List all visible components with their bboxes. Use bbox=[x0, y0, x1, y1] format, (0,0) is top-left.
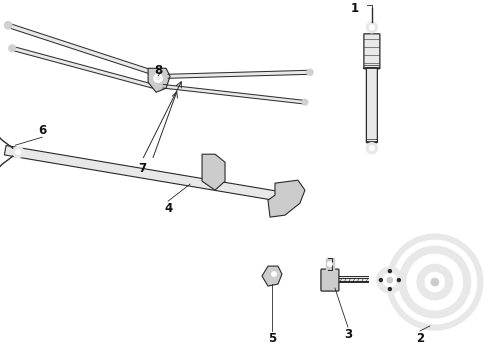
Circle shape bbox=[369, 25, 374, 30]
Circle shape bbox=[16, 150, 21, 155]
Text: 5: 5 bbox=[268, 332, 276, 345]
Circle shape bbox=[417, 264, 453, 300]
Polygon shape bbox=[336, 278, 368, 282]
Polygon shape bbox=[336, 276, 368, 282]
Circle shape bbox=[387, 277, 393, 283]
Circle shape bbox=[4, 22, 12, 29]
Circle shape bbox=[439, 301, 444, 306]
FancyBboxPatch shape bbox=[367, 68, 377, 143]
Polygon shape bbox=[326, 258, 334, 270]
Circle shape bbox=[307, 69, 313, 76]
Circle shape bbox=[389, 288, 392, 291]
Text: 6: 6 bbox=[38, 124, 47, 137]
Circle shape bbox=[425, 272, 445, 292]
Text: 4: 4 bbox=[164, 202, 172, 215]
Circle shape bbox=[415, 292, 419, 297]
Circle shape bbox=[302, 99, 308, 105]
Circle shape bbox=[369, 146, 374, 151]
Text: 8: 8 bbox=[154, 64, 162, 77]
Polygon shape bbox=[4, 145, 291, 203]
Circle shape bbox=[397, 279, 400, 282]
Polygon shape bbox=[268, 180, 305, 217]
Circle shape bbox=[387, 234, 483, 330]
Circle shape bbox=[399, 246, 471, 318]
Circle shape bbox=[271, 271, 276, 276]
Circle shape bbox=[415, 267, 419, 272]
Text: 3: 3 bbox=[344, 328, 352, 341]
Polygon shape bbox=[163, 85, 305, 104]
Circle shape bbox=[367, 22, 377, 33]
Polygon shape bbox=[262, 266, 282, 286]
Circle shape bbox=[454, 280, 459, 284]
Circle shape bbox=[154, 74, 162, 82]
Circle shape bbox=[367, 143, 377, 154]
FancyBboxPatch shape bbox=[321, 269, 339, 291]
Circle shape bbox=[383, 273, 397, 287]
Text: 1: 1 bbox=[351, 2, 359, 15]
Circle shape bbox=[156, 76, 160, 80]
Polygon shape bbox=[168, 70, 310, 78]
Polygon shape bbox=[12, 46, 153, 88]
Circle shape bbox=[431, 278, 439, 286]
Circle shape bbox=[13, 147, 24, 158]
Circle shape bbox=[389, 270, 392, 273]
Text: 7: 7 bbox=[138, 162, 146, 175]
Polygon shape bbox=[7, 23, 159, 76]
Circle shape bbox=[327, 262, 332, 267]
Circle shape bbox=[439, 259, 444, 264]
Polygon shape bbox=[202, 154, 225, 190]
Polygon shape bbox=[148, 68, 170, 92]
Circle shape bbox=[379, 279, 382, 282]
Circle shape bbox=[9, 45, 16, 52]
Text: 2: 2 bbox=[416, 332, 424, 345]
Circle shape bbox=[407, 254, 463, 310]
FancyBboxPatch shape bbox=[364, 34, 380, 69]
Circle shape bbox=[377, 267, 403, 293]
Circle shape bbox=[393, 240, 477, 324]
